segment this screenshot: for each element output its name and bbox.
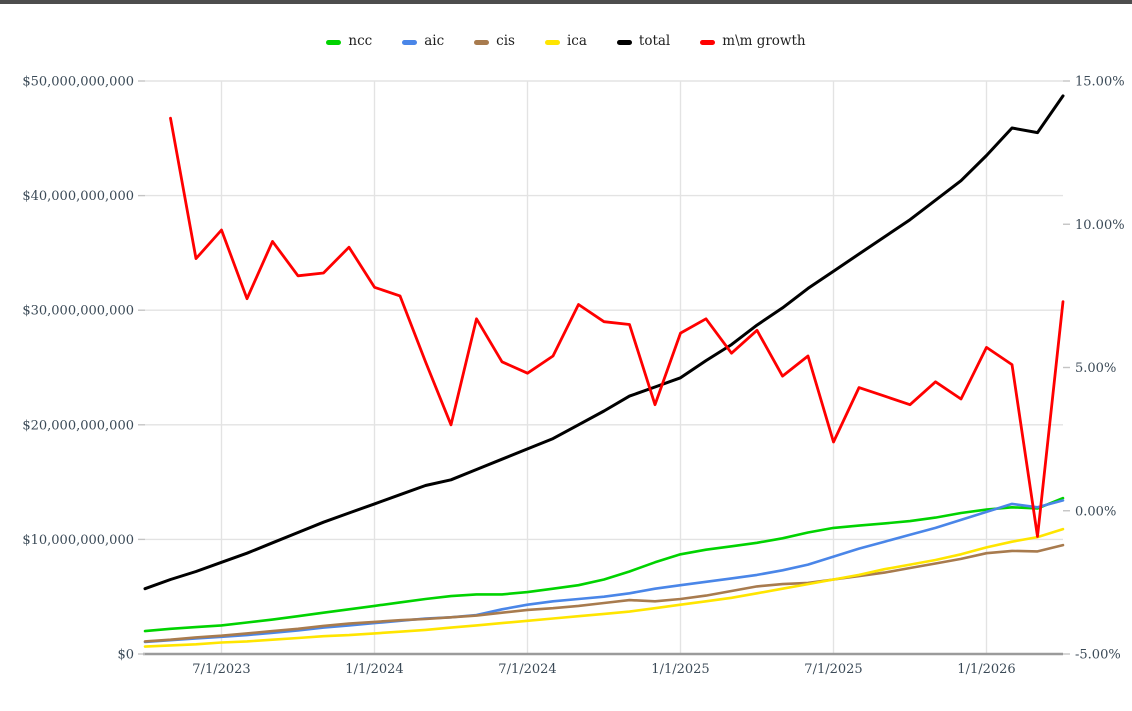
legend-label: total	[638, 33, 671, 50]
series-line-aic	[143, 499, 1065, 644]
left-axis-tick-label: $40,000,000,000	[22, 189, 134, 204]
legend-item-aic[interactable]: aic	[402, 35, 444, 49]
legend-item-m-m-growth[interactable]: m\m growth	[700, 33, 806, 50]
x-axis-tick-label: 7/1/2024	[498, 662, 556, 677]
right-axis-tick-label: 15.00%	[1075, 75, 1125, 90]
window-top-border	[0, 0, 1132, 4]
right-axis-tick-label: -5.00%	[1075, 648, 1121, 663]
series-line-ica	[143, 527, 1065, 648]
left-axis-tick-label: $10,000,000,000	[22, 533, 134, 548]
x-axis-tick-label: 7/1/2025	[804, 662, 862, 677]
legend-swatch	[700, 39, 716, 45]
x-axis-tick-label: 7/1/2023	[192, 662, 250, 677]
x-axis-tick-label: 1/1/2024	[345, 662, 403, 677]
left-axis-tick-label: $0	[117, 648, 134, 663]
legend-swatch	[474, 39, 490, 45]
series-line-cis	[143, 543, 1065, 643]
x-axis-tick-label: 1/1/2026	[957, 662, 1015, 677]
legend-label: m\m growth	[722, 33, 806, 50]
series-line-m-m-growth	[169, 116, 1065, 538]
legend-swatch	[544, 39, 560, 45]
legend-item-ncc[interactable]: ncc	[326, 35, 372, 49]
legend-item-cis[interactable]: cis	[474, 35, 515, 49]
legend-swatch	[326, 39, 342, 45]
series-line-ncc	[143, 496, 1065, 633]
legend-item-ica[interactable]: ica	[544, 33, 587, 50]
legend-label: aic	[424, 33, 445, 50]
chart-legend: ncc aic cis ica total m\m growth	[0, 30, 1132, 54]
left-axis-tick-label: $20,000,000,000	[22, 418, 134, 433]
legend-swatch	[616, 39, 632, 45]
left-axis-tick-label: $30,000,000,000	[22, 304, 134, 319]
right-axis-tick-label: 5.00%	[1075, 361, 1116, 376]
right-axis-tick-label: 10.00%	[1075, 218, 1125, 233]
right-axis-tick-label: 0.00%	[1075, 504, 1116, 519]
legend-label: ica	[566, 33, 587, 50]
legend-label: cis	[496, 33, 515, 50]
series-line-total	[143, 94, 1065, 591]
legend-swatch	[402, 39, 418, 45]
x-axis-tick-label: 1/1/2025	[651, 662, 709, 677]
legend-item-total[interactable]: total	[616, 33, 671, 50]
left-axis-tick-label: $50,000,000,000	[22, 75, 134, 90]
legend-label: ncc	[348, 33, 373, 50]
